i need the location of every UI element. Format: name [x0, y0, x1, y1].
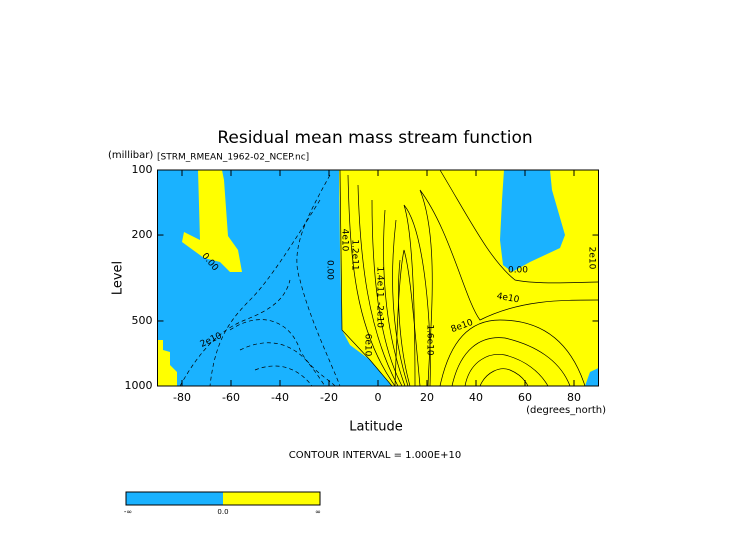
contour-line: [229, 319, 336, 387]
negative-region: [500, 170, 565, 272]
contour-line: [451, 337, 571, 387]
contour-line: [479, 368, 529, 387]
contour-line: [398, 259, 411, 387]
contour-label: -2e10: [375, 302, 385, 328]
contour-line: [347, 174, 396, 387]
x-tick-label: -60: [222, 391, 240, 404]
y-tick-label: 500: [132, 314, 153, 327]
chart-title: Residual mean mass stream function: [217, 128, 532, 148]
contour-label: 0.00: [508, 266, 528, 276]
subtitle: [STRM_RMEAN_1962-02_NCEP.nc]: [157, 153, 309, 163]
contour-line: [419, 189, 599, 387]
colorbar-label: 0.0: [217, 508, 228, 516]
y-tick-label: 100: [132, 163, 153, 176]
x-tick-label: -40: [271, 391, 289, 404]
contour-line: [394, 249, 421, 387]
negative-region: [157, 170, 392, 386]
x-tick-label: 60: [518, 391, 532, 404]
contour-label: 2e10: [587, 247, 597, 270]
colorbar-frame: [125, 491, 321, 506]
contour-label: 0.00: [325, 260, 335, 280]
colorbar-negative: [126, 492, 223, 505]
x-tick-label: 80: [567, 391, 581, 404]
x-tick-label: 20: [420, 391, 434, 404]
contour-line: [392, 219, 409, 387]
y-tick-label: 1000: [125, 379, 153, 392]
contour-line: [371, 199, 403, 387]
contour-label: 4e10: [340, 229, 350, 252]
contour-line: [403, 204, 431, 387]
x-tick-label: 40: [469, 391, 483, 404]
x-axis-label: Latitude: [349, 420, 403, 435]
contour-label: 1.4e11: [375, 266, 385, 297]
contour-line: [357, 184, 399, 387]
contour-line: [179, 279, 291, 387]
y-axis-label: Level: [111, 261, 126, 295]
contour-line: [383, 209, 406, 387]
contour-line: [209, 199, 321, 387]
contour-interval: CONTOUR INTERVAL = 1.000E+10: [289, 450, 461, 461]
x-tick-label: -80: [173, 391, 191, 404]
contour-line: [439, 169, 599, 284]
contour-line: [296, 174, 341, 387]
contour-label: 6e10: [363, 334, 373, 357]
x-tick-label: -20: [320, 391, 338, 404]
x-tick-label: 0: [375, 391, 382, 404]
contour-line: [254, 365, 313, 387]
colorbar-positive: [223, 492, 320, 505]
contour-line: [339, 169, 393, 387]
contour-label: 1.2e11: [350, 239, 360, 270]
contour-label: 1.6e10: [425, 324, 435, 356]
colorbar-label: ∞: [315, 508, 321, 516]
contour-line: [439, 319, 586, 387]
y-units: (millibar): [108, 150, 153, 161]
colorbar-label: -∞: [124, 508, 132, 516]
x-units: (degrees_north): [526, 405, 606, 416]
contour-line: [239, 342, 326, 387]
contour-line: [464, 354, 549, 387]
y-tick-label: 200: [132, 228, 153, 241]
contour-label: 4e10: [496, 292, 520, 306]
negative-region: [585, 368, 599, 386]
